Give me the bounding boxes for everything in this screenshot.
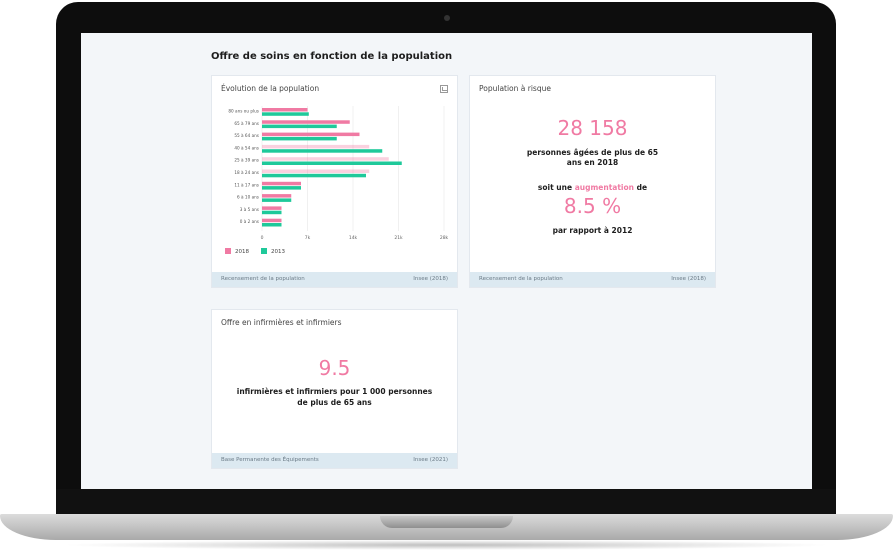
nurses-description-1: infirmières et infirmiers pour 1 000 per… (236, 387, 433, 396)
bar-2018 (262, 144, 370, 149)
elderly-description-2: ans en 2018 (566, 158, 619, 167)
bar-2018 (262, 194, 292, 198)
bar-2013 (262, 198, 292, 202)
y-tick-label: 65 à 79 ans (234, 121, 259, 126)
nurses-description-2: de plus de 65 ans (297, 398, 372, 407)
bar-2018 (262, 108, 308, 112)
increase-text: soit une augmentation de (470, 183, 715, 193)
x-tick-label: 7k (305, 235, 311, 241)
chart-icon[interactable] (440, 85, 448, 93)
increase-percentage: 8.5 % (563, 194, 622, 218)
increase-text-post: de (634, 183, 648, 192)
bar-2013 (262, 161, 402, 165)
camera-icon (444, 15, 450, 21)
bar-2013 (262, 210, 282, 215)
nurses-card: Offre en infirmières et infirmiers 9.5 i… (211, 309, 458, 469)
bar-2013 (262, 124, 337, 129)
bar-2013 (262, 112, 309, 116)
bar-2018 (262, 132, 360, 137)
bar-2013 (262, 173, 366, 178)
laptop-shadow (60, 540, 833, 550)
population-risk-card: Population à risque 28 158 personnes âgé… (469, 75, 716, 288)
y-tick-label: 55 à 64 ans (234, 133, 259, 138)
source-year: Insee (2021) (413, 457, 448, 463)
legend-label: 2018 (235, 249, 249, 255)
x-tick-label: 28k (440, 235, 449, 241)
bar-2013 (262, 136, 337, 141)
screen: Offre de soins en fonction de la populat… (81, 33, 812, 489)
card-footer: Recensement de la population Insee (2018… (470, 272, 715, 287)
y-tick-label: 0 à 2 ans (240, 219, 259, 224)
bar-2013 (262, 223, 282, 227)
bar-2018 (262, 206, 282, 210)
bar-2018 (262, 157, 389, 161)
y-tick-label: 18 à 24 ans (234, 170, 259, 175)
y-tick-label: 80 ans ou plus (228, 109, 259, 114)
y-tick-label: 6 à 10 ans (237, 195, 259, 200)
source-label: Recensement de la population (479, 276, 563, 282)
source-label: Recensement de la population (221, 276, 305, 282)
population-bar-chart: 0 7k 14k 21k 28k 80 ans ou plus 65 à 79 ans 55 … (225, 106, 449, 255)
source-year: Insee (2018) (413, 276, 448, 282)
legend-swatch (261, 248, 267, 254)
bar-2018 (262, 181, 301, 186)
x-tick-label: 0 (261, 235, 264, 241)
page-title: Offre de soins en fonction de la populat… (211, 51, 453, 62)
card-title: Population à risque (479, 84, 551, 93)
laptop-notch (380, 516, 513, 528)
source-year: Insee (2018) (671, 276, 706, 282)
card-title: Évolution de la population (221, 84, 320, 93)
source-label: Base Permanente des Équipements (221, 457, 319, 463)
elderly-description-1: personnes âgées de plus de 65 (526, 148, 659, 157)
legend-swatch (225, 248, 231, 254)
comparison-text: par rapport à 2012 (552, 226, 633, 235)
laptop-bezel (56, 489, 836, 518)
population-chart-card: Évolution de la population 0 7k 14k 21k 28k 8… (211, 75, 458, 288)
bar-2018 (262, 218, 282, 223)
card-title: Offre en infirmières et infirmiers (221, 318, 342, 327)
bar-2018 (262, 120, 350, 124)
y-tick-label: 25 à 39 ans (234, 158, 259, 163)
y-tick-label: 3 à 5 ans (240, 207, 259, 212)
elderly-count: 28 158 (557, 116, 628, 140)
increase-accent: augmentation (574, 183, 634, 192)
card-footer: Base Permanente des Équipements Insee (2… (212, 453, 457, 468)
card-footer: Recensement de la population Insee (2018… (212, 272, 457, 287)
legend-label: 2013 (271, 249, 285, 255)
bar-2018 (262, 169, 370, 173)
x-tick-label: 21k (394, 235, 403, 241)
y-tick-label: 40 à 54 ans (234, 145, 259, 150)
y-tick-label: 11 à 17 ans (234, 182, 259, 187)
increase-text-pre: soit une (537, 183, 575, 192)
bar-2013 (262, 186, 301, 190)
nurses-ratio: 9.5 (318, 356, 351, 380)
bar-2013 (262, 149, 383, 153)
x-tick-label: 14k (349, 235, 358, 241)
